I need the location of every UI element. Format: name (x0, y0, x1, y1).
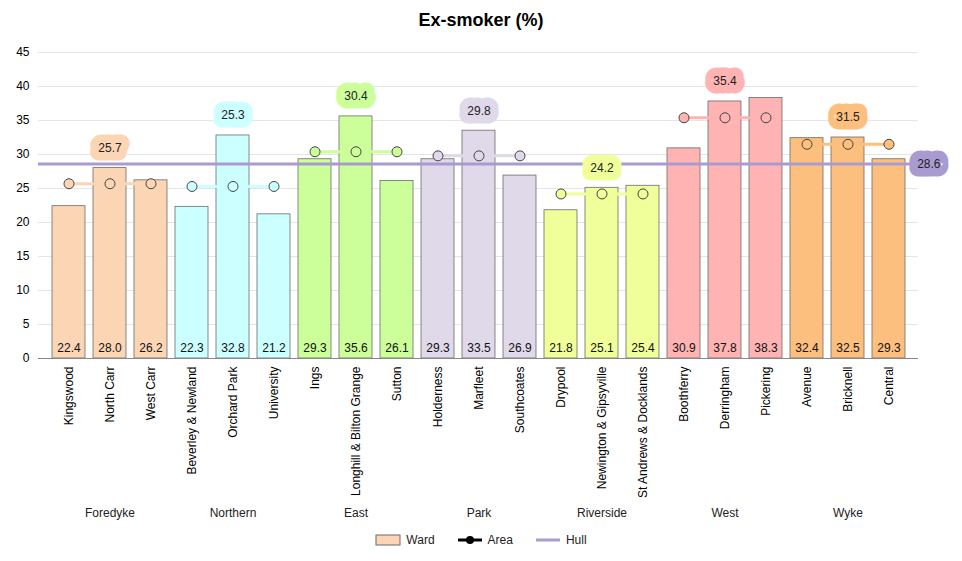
svg-text:North Carr: North Carr (103, 367, 117, 423)
svg-text:Kingswood: Kingswood (62, 367, 76, 426)
svg-text:25.3: 25.3 (221, 108, 245, 122)
svg-text:33.5: 33.5 (467, 341, 491, 355)
svg-text:Newington & Gipsyville: Newington & Gipsyville (595, 366, 609, 489)
svg-text:30.9: 30.9 (672, 341, 696, 355)
svg-text:West Carr: West Carr (144, 367, 158, 421)
svg-text:0: 0 (23, 351, 30, 365)
svg-text:Ings: Ings (308, 367, 322, 390)
svg-text:28.0: 28.0 (98, 341, 122, 355)
svg-text:Derringham: Derringham (718, 367, 732, 430)
svg-text:37.8: 37.8 (713, 341, 737, 355)
svg-text:Holderness: Holderness (431, 367, 445, 428)
svg-text:35.4: 35.4 (713, 74, 737, 88)
svg-text:Riverside: Riverside (577, 506, 627, 520)
svg-text:Longhill & Bilton Grange: Longhill & Bilton Grange (349, 366, 363, 496)
svg-text:38.3: 38.3 (754, 341, 778, 355)
svg-text:26.1: 26.1 (385, 341, 409, 355)
svg-text:32.5: 32.5 (836, 341, 860, 355)
svg-text:Beverley & Newland: Beverley & Newland (185, 367, 199, 475)
svg-text:26.2: 26.2 (139, 341, 163, 355)
svg-text:5: 5 (23, 317, 30, 331)
svg-text:Bricknell: Bricknell (841, 367, 855, 412)
svg-text:45: 45 (16, 45, 30, 59)
svg-text:40: 40 (16, 79, 30, 93)
svg-text:Foredyke: Foredyke (85, 506, 135, 520)
svg-text:35.6: 35.6 (344, 341, 368, 355)
svg-text:28.6: 28.6 (917, 157, 941, 171)
svg-text:25.4: 25.4 (631, 341, 655, 355)
svg-text:University: University (267, 367, 281, 420)
svg-text:Drypool: Drypool (554, 367, 568, 408)
svg-text:25.1: 25.1 (590, 341, 614, 355)
svg-text:32.8: 32.8 (221, 341, 245, 355)
svg-text:29.8: 29.8 (467, 104, 491, 118)
svg-text:Avenue: Avenue (800, 366, 814, 407)
svg-text:Boothferry: Boothferry (677, 367, 691, 422)
svg-text:Wyke: Wyke (833, 506, 863, 520)
svg-text:21.8: 21.8 (549, 341, 573, 355)
svg-text:Park: Park (467, 506, 493, 520)
svg-text:West: West (711, 506, 739, 520)
svg-text:22.3: 22.3 (180, 341, 204, 355)
svg-text:Pickering: Pickering (759, 367, 773, 416)
svg-text:32.4: 32.4 (795, 341, 819, 355)
svg-text:15: 15 (16, 249, 30, 263)
svg-text:35: 35 (16, 113, 30, 127)
svg-text:Marfleet: Marfleet (472, 366, 486, 410)
svg-text:10: 10 (16, 283, 30, 297)
svg-text:30.4: 30.4 (344, 89, 368, 103)
html-text:Hull: Hull (566, 533, 587, 547)
svg-text:21.2: 21.2 (262, 341, 286, 355)
svg-text:24.2: 24.2 (590, 161, 614, 175)
svg-text:20: 20 (16, 215, 30, 229)
svg-text:Sutton: Sutton (390, 367, 404, 402)
svg-text:St Andrews & Docklands: St Andrews & Docklands (636, 367, 650, 498)
svg-text:25.7: 25.7 (98, 141, 122, 155)
html-text:Area: Area (487, 533, 513, 547)
svg-text:Orchard Park: Orchard Park (226, 366, 240, 438)
svg-text:Central: Central (882, 367, 896, 406)
svg-text:Southcoates: Southcoates (513, 367, 527, 434)
html-text:Ward: Ward (406, 533, 435, 547)
html-text:Ex-smoker (%): Ex-smoker (%) (418, 10, 544, 30)
svg-text:22.4: 22.4 (57, 341, 81, 355)
svg-text:26.9: 26.9 (508, 341, 532, 355)
svg-text:30: 30 (16, 147, 30, 161)
svg-text:29.3: 29.3 (303, 341, 327, 355)
svg-text:Northern: Northern (210, 506, 257, 520)
svg-text:25: 25 (16, 181, 30, 195)
svg-text:31.5: 31.5 (836, 110, 860, 124)
svg-text:29.3: 29.3 (426, 341, 450, 355)
svg-text:East: East (344, 506, 369, 520)
svg-text:29.3: 29.3 (877, 341, 901, 355)
